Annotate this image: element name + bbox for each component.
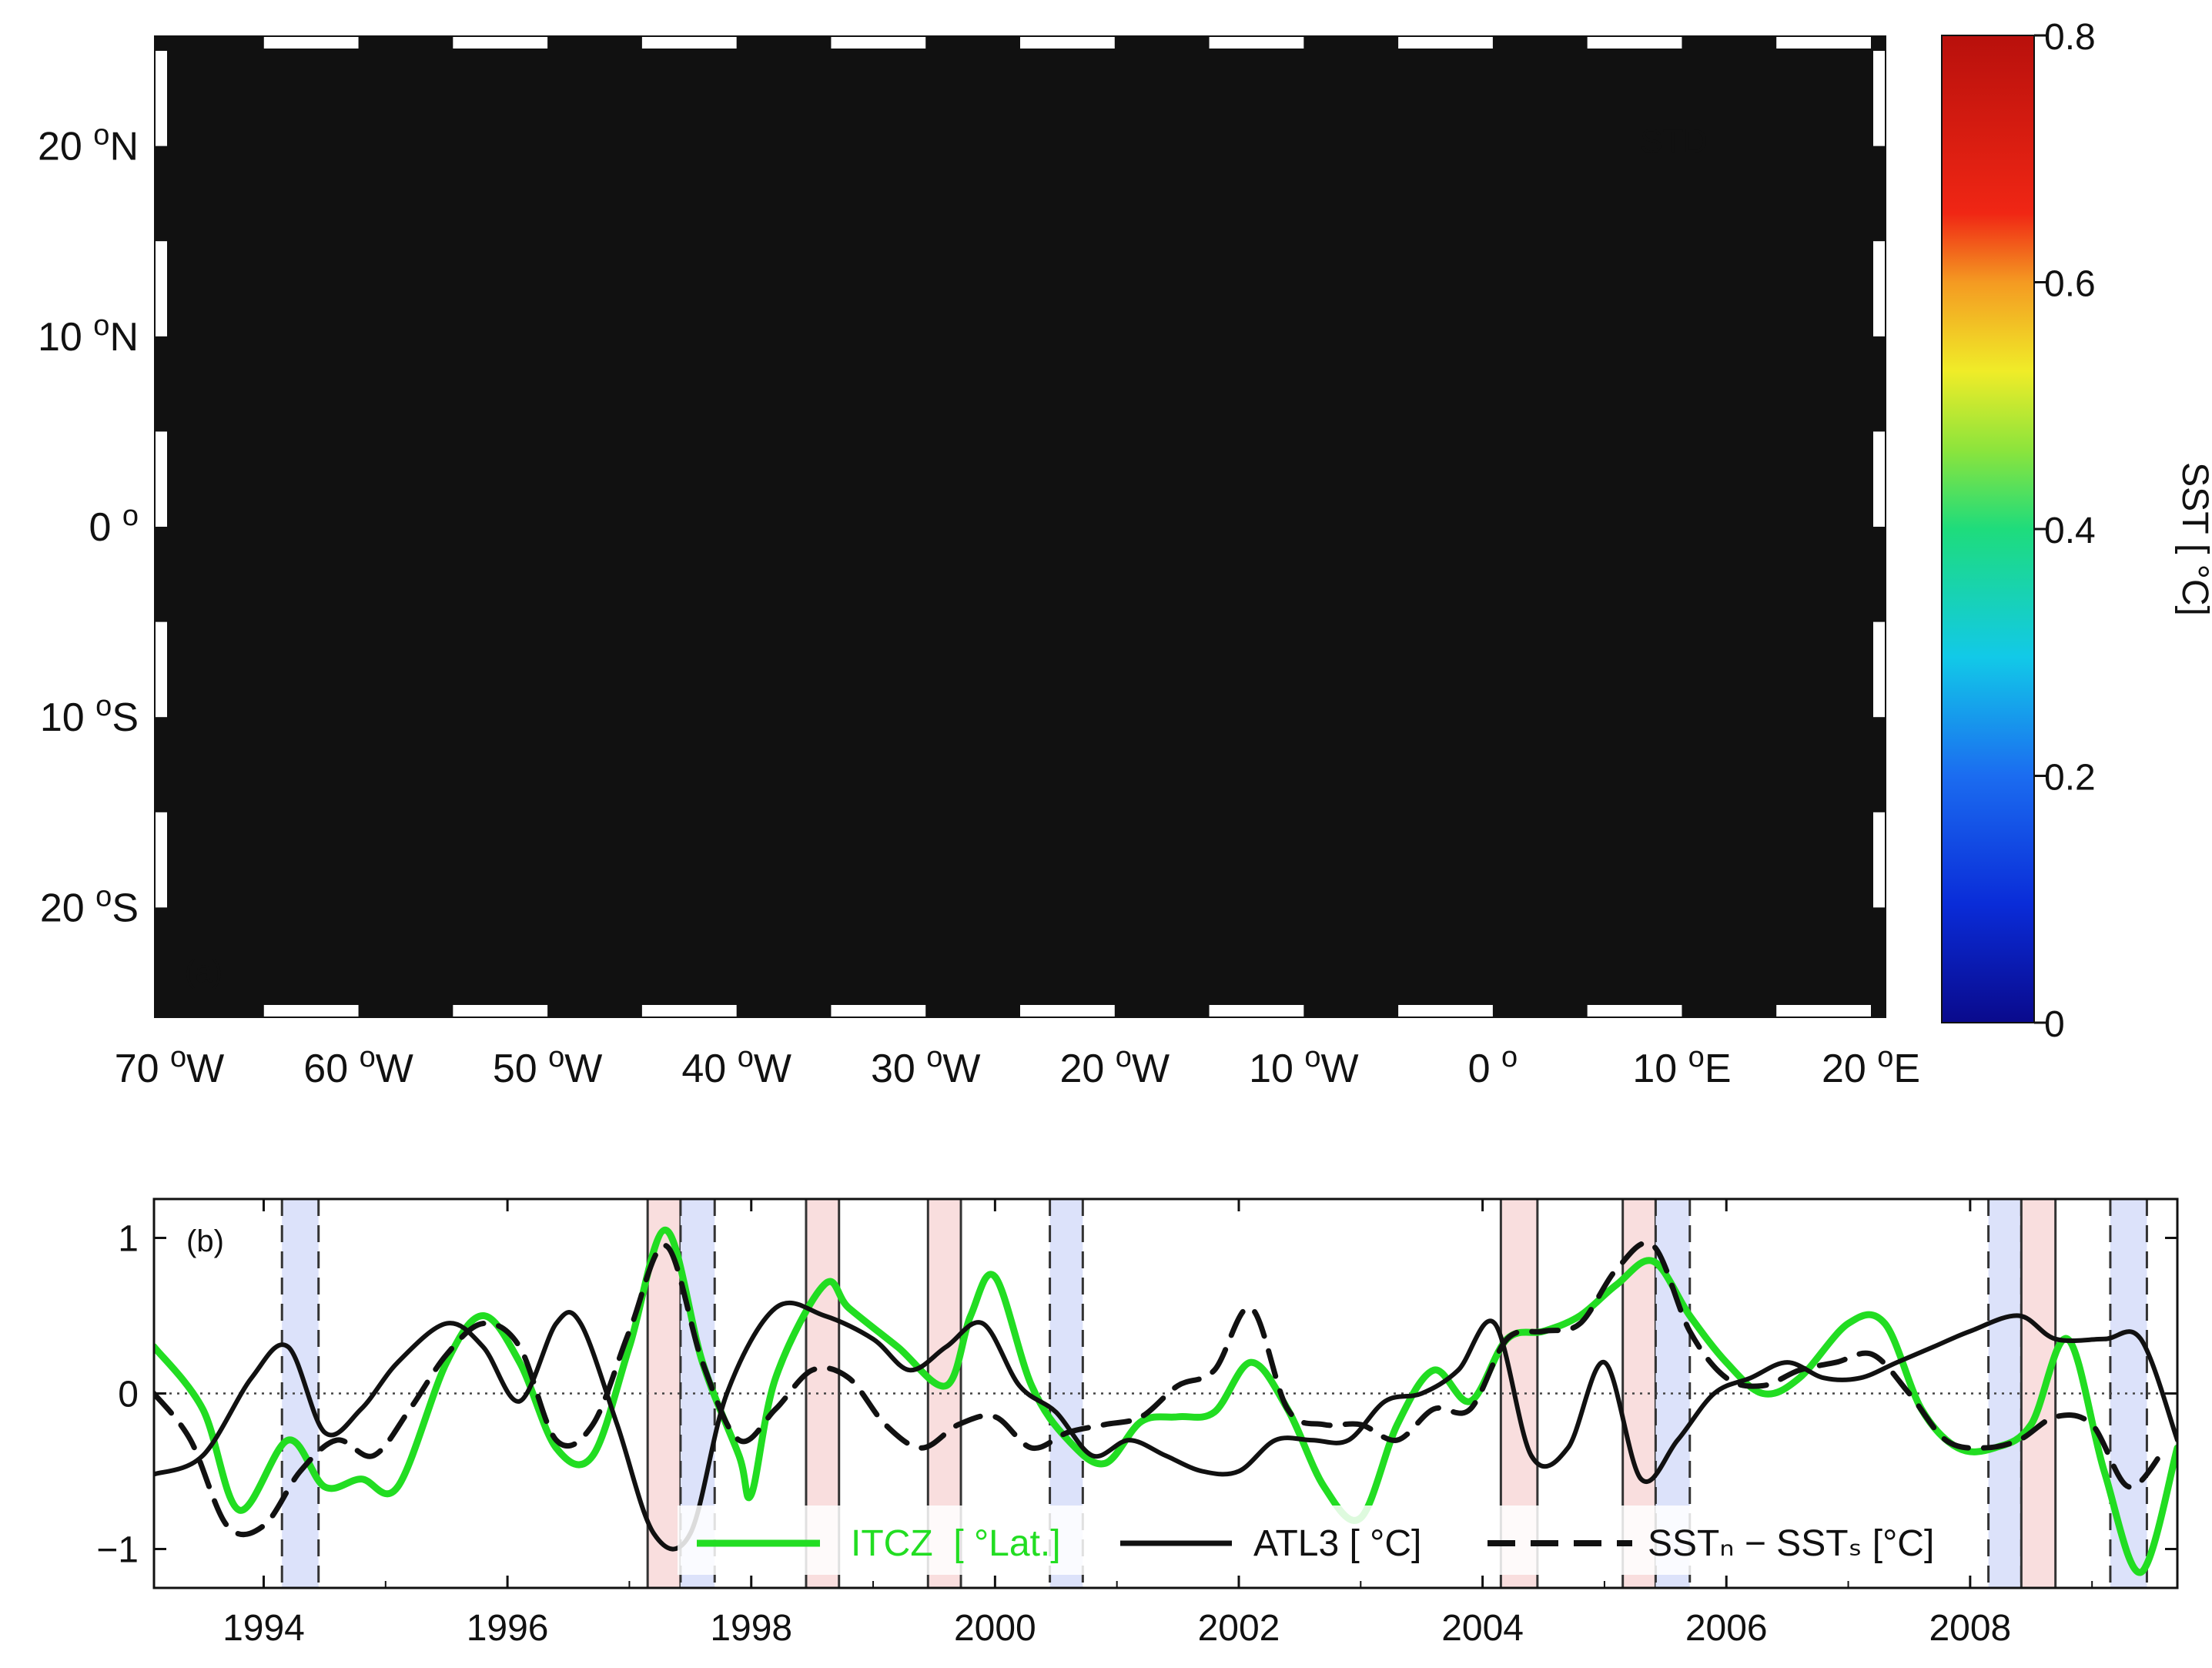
series-layer [154,1226,2177,1576]
event-band-blue [1988,1199,2022,1588]
frame-stripe [1209,37,1304,49]
x-tick-label: 1998 [710,1608,792,1649]
colorbar-tick-label: 0.2 [2044,758,2096,799]
map-y-tick-label: 20 oS [40,880,139,930]
x-tick-label: 2004 [1441,1608,1524,1649]
map-x-tick-label: 20 oE [1822,1041,1920,1091]
series-itcz-line [154,1226,2177,1576]
y-tick-label: 0 [118,1375,139,1415]
frame-stripe [156,51,167,146]
legend-label-itcz: ITCZ [ °Lat.] [851,1523,1061,1564]
panel-b-timeseries: 1994 1996 1998 2000 2002 2004 2006 2008 1 0 −1 (b… [96,1197,2179,1649]
frame-stripe [831,37,926,49]
x-tick-label: 2006 [1685,1608,1768,1649]
map-x-tick-label: 60 oW [303,1041,413,1091]
x-tick-label: 2000 [954,1608,1036,1649]
colorbar-tick-label: 0 [2044,1004,2065,1045]
colorbar-gradient [1941,35,2035,1023]
map-x-tick-label: 20 oW [1060,1041,1170,1091]
frame-stripe [1873,621,1885,718]
panel-a-map: (a) STD 70 oW 60 oW 50 oW 40 oW 30 oW 20 oW 10… [38,35,1920,1091]
series-sst-diff-line [154,1240,2168,1538]
frame-stripe [1873,51,1885,146]
frame-stripe [1873,812,1885,908]
frame-stripe [156,621,167,718]
frame-stripe [156,812,167,908]
map-x-tick-label: 50 oW [493,1041,603,1091]
panel-a-label: (a) [185,955,223,989]
map-x-tick-label: 40 oW [681,1041,791,1091]
frame-stripe [263,1005,359,1017]
map-y-tick-label: 0 o [89,500,139,550]
legend-box [678,1506,1986,1575]
frame-stripe [453,37,548,49]
frame-stripe [156,241,167,337]
map-y-tick-label: 20 oN [38,119,139,169]
frame-stripe [1776,37,1871,49]
frame-stripe [1020,1005,1115,1017]
x-tick-label: 1996 [467,1608,549,1649]
map-x-tick-label: 30 oW [871,1041,981,1091]
colorbar-tick-label: 0.8 [2044,17,2096,58]
map-x-tick-label: 70 oW [115,1041,225,1091]
frame-stripe [641,37,737,49]
frame-stripe [1587,1005,1682,1017]
frame-stripe [1209,1005,1304,1017]
frame-stripe [1398,1005,1493,1017]
x-tick-label: 2008 [1929,1608,2011,1649]
frame-stripe [1776,1005,1871,1017]
plot-x-ticks: 1994 1996 1998 2000 2002 2004 2006 2008 [223,1199,2093,1649]
frame-stripe [156,431,167,527]
legend: ITCZ [ °Lat.] ATL3 [ °C] SSTₙ − SSTₛ [°C… [678,1506,1986,1575]
map-x-tick-label: 0 o [1468,1041,1518,1091]
frame-stripe [1020,37,1115,49]
colorbar-tick-label: 0.6 [2044,264,2096,305]
y-tick-label: −1 [96,1530,139,1571]
legend-label-atl3: ATL3 [ °C] [1253,1523,1421,1564]
frame-stripe [453,1005,548,1017]
x-tick-label: 1994 [223,1608,305,1649]
panel-b-label: (b) [186,1224,224,1258]
map-x-tick-label: 10 oE [1632,1041,1731,1091]
frame-stripe [1398,37,1493,49]
colorbar-ticks: 0 0.2 0.4 0.6 0.8 [2034,17,2096,1045]
frame-stripe [831,1005,926,1017]
map-annotation: STD [1640,122,1708,160]
frame-stripe [263,37,359,49]
map-x-tick-label: 10 oW [1249,1041,1359,1091]
frame-stripe [641,1005,737,1017]
frame-stripe [1873,431,1885,527]
series-atl3-line [154,1301,2177,1552]
x-tick-label: 2002 [1198,1608,1280,1649]
colorbar-tick-label: 0.4 [2044,511,2096,551]
map-y-tick-label: 10 oN [38,310,139,360]
frame-stripe [1873,241,1885,337]
plot-y-ticks: 1 0 −1 [96,1219,2177,1571]
map-frame [154,35,1886,1018]
legend-label-sst-diff: SSTₙ − SSTₛ [°C] [1648,1523,1934,1564]
colorbar-label: SST [ °C] [2174,462,2212,616]
map-y-tick-labels: 20 oN 10 oN 0 o 10 oS 20 oS [38,119,139,931]
frame-stripe [1587,37,1682,49]
colorbar: 0 0.2 0.4 0.6 0.8 SST [ °C] [1941,17,2212,1045]
y-tick-label: 1 [118,1219,139,1260]
map-y-tick-label: 10 oS [40,690,139,740]
event-band-blue [282,1199,319,1588]
map-x-tick-labels: 70 oW 60 oW 50 oW 40 oW 30 oW 20 oW 10 oW 0 o 10… [115,1041,1920,1091]
